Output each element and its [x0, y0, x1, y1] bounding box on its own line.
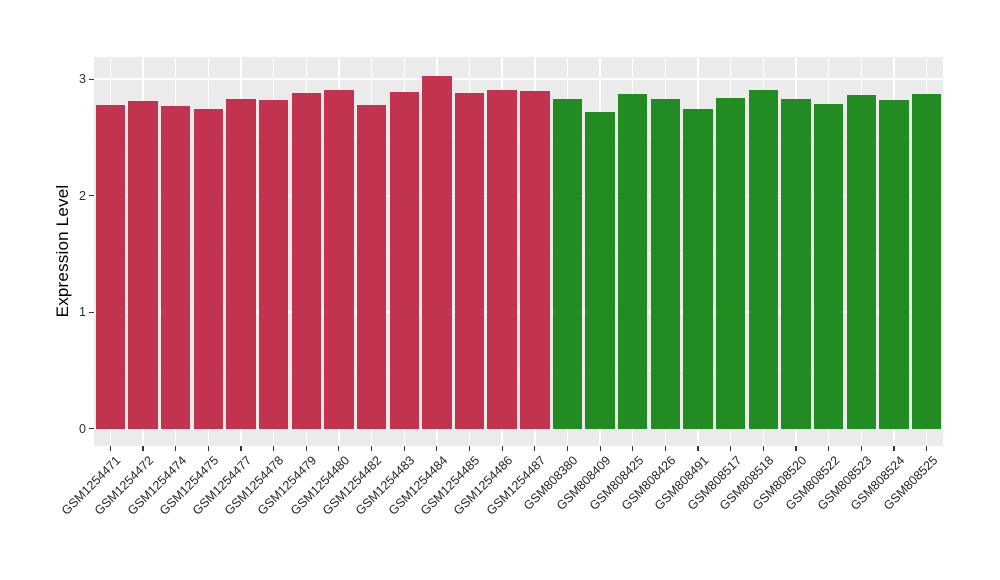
bar [814, 103, 844, 429]
x-tick-mark [338, 446, 340, 451]
h-gridline-major [94, 194, 943, 197]
y-tick-mark [89, 195, 94, 197]
bar [846, 95, 877, 429]
x-tick-mark [697, 446, 699, 451]
h-gridline-minor [94, 253, 943, 255]
bar [585, 111, 615, 429]
y-axis-tick-labels: 0 1 2 3 [0, 57, 86, 446]
h-gridline-minor [94, 136, 943, 138]
bar [258, 100, 289, 429]
bar [389, 91, 419, 429]
x-tick-mark [403, 446, 405, 451]
x-tick-mark [926, 446, 928, 451]
x-tick-mark [370, 446, 373, 451]
y-tick-mark [89, 428, 94, 430]
bar [552, 98, 583, 429]
bar [683, 109, 713, 429]
bar [716, 97, 746, 429]
h-gridline-minor [94, 369, 943, 371]
x-tick-mark [566, 446, 569, 451]
bar [748, 89, 779, 429]
x-tick-mark [664, 446, 667, 451]
x-tick-mark [534, 446, 536, 451]
bar [911, 94, 942, 429]
x-tick-mark [860, 446, 862, 451]
x-tick-mark [207, 446, 209, 451]
bar [160, 105, 191, 429]
bar [95, 104, 125, 429]
bar [422, 75, 452, 429]
bar [487, 89, 517, 429]
chart-panel [94, 57, 943, 446]
x-tick-mark [109, 446, 111, 451]
h-gridline-major [94, 427, 943, 430]
x-tick-mark [305, 446, 307, 451]
y-tick-mark [89, 78, 94, 80]
bar [193, 109, 223, 429]
bar [618, 94, 648, 429]
bar [291, 93, 321, 429]
y-tick-mark [89, 311, 94, 313]
h-gridline-major [94, 311, 943, 313]
x-axis: GSM1254471 GSM1254472 GSM1254474 GSM1254475… [59, 446, 943, 576]
y-tick-label: 3 [79, 72, 86, 87]
x-tick-mark [272, 446, 275, 451]
y-tick-label: 0 [79, 421, 86, 436]
x-tick-mark [632, 446, 634, 451]
bar [781, 98, 811, 429]
x-tick-mark [142, 446, 144, 451]
h-gridline-major [94, 78, 943, 80]
bar [324, 89, 354, 429]
x-tick-mark [893, 446, 895, 451]
y-tick-label: 2 [79, 188, 86, 203]
x-tick-mark [468, 446, 471, 451]
y-tick-label: 1 [79, 305, 86, 320]
bar [226, 98, 256, 429]
x-tick-mark [501, 446, 503, 451]
bar [879, 100, 909, 429]
x-tick-mark [730, 446, 732, 451]
bar [520, 90, 550, 429]
bar [650, 98, 681, 429]
x-tick-mark [436, 446, 438, 451]
x-tick-mark [828, 446, 830, 451]
x-tick-mark [240, 446, 242, 451]
x-tick-mark [762, 446, 764, 451]
x-tick-mark [175, 446, 177, 451]
bar [454, 93, 485, 429]
bar [128, 101, 158, 429]
bar [356, 104, 387, 429]
x-tick-mark [795, 446, 797, 451]
x-tick-mark [599, 446, 601, 451]
